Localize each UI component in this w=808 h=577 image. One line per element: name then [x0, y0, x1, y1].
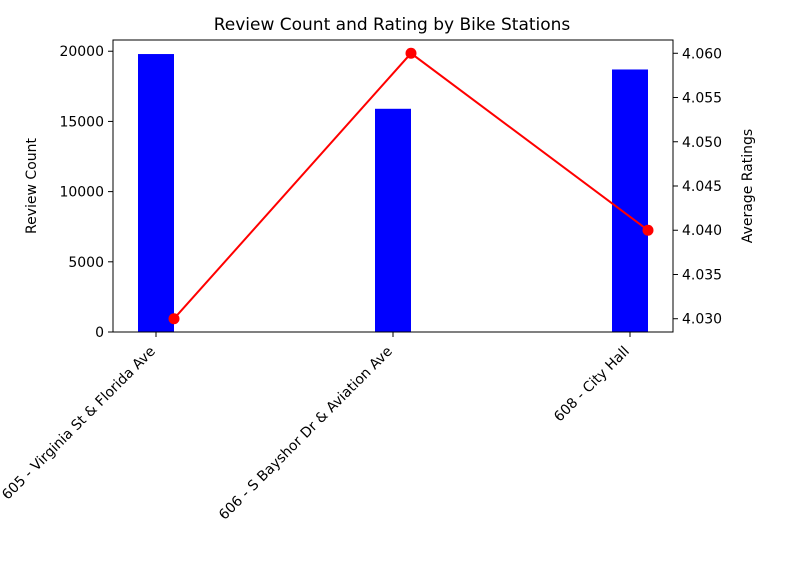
- right-tick-label-6: 4.060: [682, 46, 722, 62]
- left-tick-label-3: 15000: [59, 114, 104, 130]
- rating-point-2: [405, 47, 417, 59]
- bar-1: [138, 54, 174, 333]
- x-tick-label-2: 608 - City Hall: [551, 344, 633, 426]
- right-tick-label-5: 4.055: [682, 91, 722, 107]
- chart-title: Review Count and Rating by Bike Stations: [214, 15, 571, 35]
- right-tick-label-4: 4.050: [682, 135, 722, 151]
- right-tick-label-1: 4.035: [682, 267, 722, 283]
- left-tick-label-2: 10000: [59, 185, 104, 201]
- x-tick-label-0: 605 - Virginia St & Florida Ave: [0, 344, 159, 504]
- right-tick-label-2: 4.040: [682, 223, 722, 239]
- left-axis-label: Review Count: [24, 138, 40, 234]
- right-tick-label-3: 4.045: [682, 179, 722, 195]
- plot-area: [138, 47, 654, 333]
- left-tick-label-4: 20000: [59, 44, 104, 60]
- rating-point-3: [642, 224, 654, 236]
- rating-point-1: [168, 313, 180, 325]
- right-axis-label: Average Ratings: [740, 129, 756, 243]
- left-tick-label-1: 5000: [68, 255, 104, 271]
- bar-2: [375, 108, 411, 333]
- left-tick-label-0: 0: [95, 325, 104, 341]
- bar-3: [612, 69, 648, 332]
- x-tick-label-1: 606 - S Bayshor Dr & Aviation Ave: [216, 344, 396, 524]
- right-tick-label-0: 4.030: [682, 312, 722, 328]
